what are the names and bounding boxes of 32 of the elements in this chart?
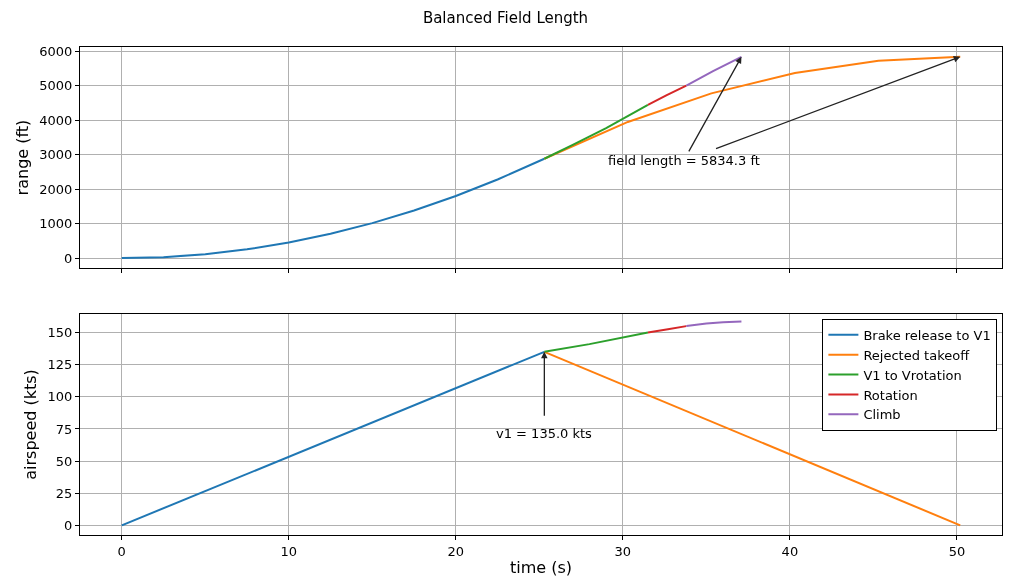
y-tick-label: 4000 <box>39 112 73 128</box>
x-tick-label: 30 <box>614 543 632 559</box>
y-axis-title: airspeed (kts) <box>21 369 41 480</box>
y-tick-label: 3000 <box>39 147 73 163</box>
y-tick-label: 0 <box>64 517 73 533</box>
legend-label: Climb <box>863 407 901 423</box>
legend-label: Brake release to V1 <box>863 327 991 343</box>
y-tick-label: 150 <box>47 325 73 341</box>
x-tick-label: 50 <box>948 543 966 559</box>
x-tick-label: 20 <box>447 543 465 559</box>
y-tick-label: 1000 <box>39 216 73 232</box>
legend-label: Rejected takeoff <box>863 347 971 363</box>
y-tick-label: 50 <box>55 453 73 469</box>
x-axis-title: time (s) <box>509 558 573 578</box>
y-tick-label: 100 <box>47 389 73 405</box>
legend-label: Rotation <box>863 387 918 403</box>
x-tick-label: 40 <box>781 543 799 559</box>
legend-label: V1 to Vrotation <box>863 367 962 383</box>
chart-title: Balanced Field Length <box>422 9 589 28</box>
annotation: field length = 5834.3 ft <box>608 153 760 168</box>
y-tick-label: 5000 <box>39 78 73 94</box>
y-tick-label: 125 <box>47 357 73 373</box>
x-tick-label: 10 <box>280 543 298 559</box>
y-tick-label: 75 <box>55 421 73 437</box>
y-axis-title: range (ft) <box>13 119 33 196</box>
y-tick-label: 6000 <box>39 43 73 59</box>
y-tick-label: 0 <box>64 250 73 266</box>
line-series <box>120 157 546 260</box>
y-tick-label: 2000 <box>39 181 73 197</box>
y-tick-label: 25 <box>55 485 73 501</box>
annotation: v1 = 135.0 kts <box>496 426 593 441</box>
x-tick-label: 0 <box>117 543 126 559</box>
